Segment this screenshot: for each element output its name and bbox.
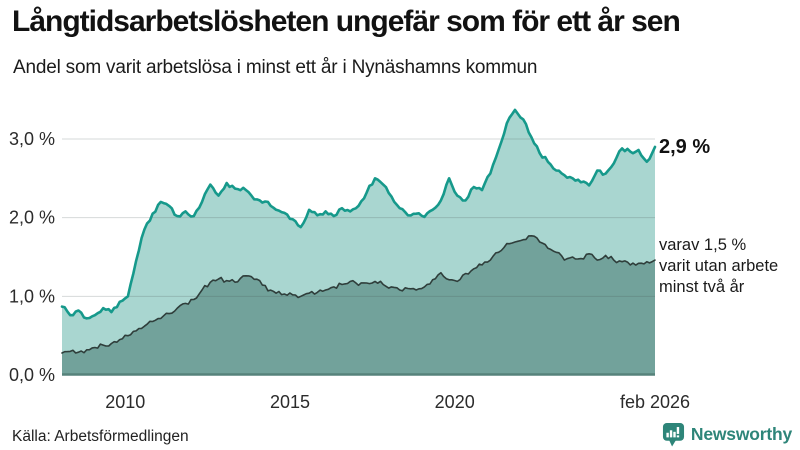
x-tick-label: 2015 [270, 392, 310, 412]
page-title: Långtidsarbetslösheten ungefär som för e… [12, 5, 681, 38]
source-note: Källa: Arbetsförmedlingen [12, 428, 189, 445]
y-tick-label: 0,0 % [9, 365, 55, 385]
x-tick-label: feb 2026 [620, 392, 690, 412]
line-minst-tva-ar [61, 235, 656, 354]
newsworthy-bars-icon [662, 423, 684, 447]
y-tick-label: 1,0 % [9, 286, 55, 306]
x-tick-label: 2020 [435, 392, 475, 412]
chart-subtitle: Andel som varit arbetslösa i minst ett å… [13, 57, 538, 78]
newsworthy-wordmark: Newsworthy [690, 424, 792, 444]
secondary-value-annotation: varav 1,5 % varit utan arbete minst två … [659, 236, 779, 296]
newsworthy-logo: Newsworthy [662, 422, 792, 447]
line-minst-ett-ar [60, 108, 657, 320]
area-minst-tva-ar [62, 235, 655, 375]
y-tick-label: 2,0 % [9, 208, 55, 228]
y-tick-label: 3,0 % [9, 129, 55, 149]
x-tick-label: 2010 [105, 392, 145, 412]
latest-value-annotation: 2,9 % [659, 136, 711, 158]
